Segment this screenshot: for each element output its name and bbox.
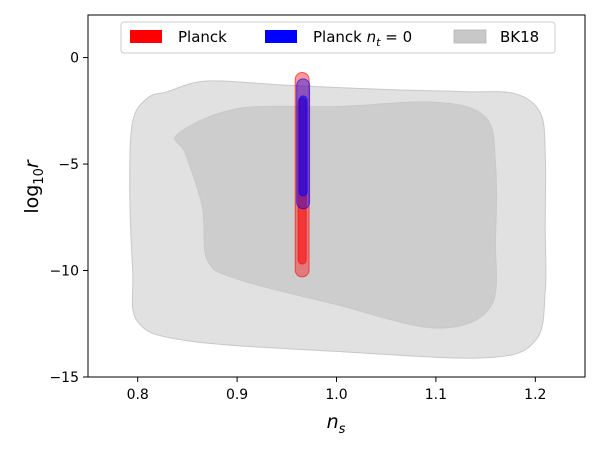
- x-tick-label: 1.2: [524, 387, 546, 403]
- x-axis-label: ns: [327, 411, 346, 437]
- series-planck-n-t-0: [296, 78, 311, 210]
- x-tick-label: 0.9: [226, 387, 248, 403]
- legend-swatch-bk18: [453, 29, 487, 44]
- legend-label-planck: Planck: [178, 28, 227, 46]
- legend-label-bk18: BK18: [500, 28, 539, 46]
- bk18-contour-inner: [173, 101, 497, 329]
- series-bk18: [129, 80, 547, 359]
- axes-frame: [87, 14, 586, 378]
- plot-area: [129, 72, 547, 359]
- y-axis-ticks: 0 −5 −10 −15: [49, 51, 88, 386]
- legend-entry-planck: Planck: [130, 28, 227, 46]
- legend-swatch-planck-nt0: [265, 30, 297, 43]
- legend-entry-planck-nt0: Planck nt = 0: [265, 28, 412, 49]
- legend-frame: [120, 21, 556, 54]
- legend: Planck Planck nt = 0 BK18: [120, 21, 556, 54]
- y-tick-label: −5: [58, 157, 79, 173]
- legend-entry-bk18: BK18: [453, 28, 539, 46]
- y-tick-label: −15: [49, 370, 79, 386]
- legend-swatch-planck: [130, 30, 162, 43]
- y-axis-label: log10r: [21, 159, 47, 214]
- planck-n-t-0-contour-inner: [298, 95, 308, 197]
- x-axis-ticks: 0.8 0.9 1.0 1.1 1.2: [127, 377, 546, 403]
- x-tick-label: 1.0: [325, 387, 347, 403]
- legend-label-planck-nt0: Planck nt = 0: [313, 28, 412, 49]
- y-tick-label: −10: [49, 264, 79, 280]
- x-tick-label: 0.8: [127, 387, 149, 403]
- y-tick-label: 0: [70, 51, 79, 67]
- x-tick-label: 1.1: [425, 387, 447, 403]
